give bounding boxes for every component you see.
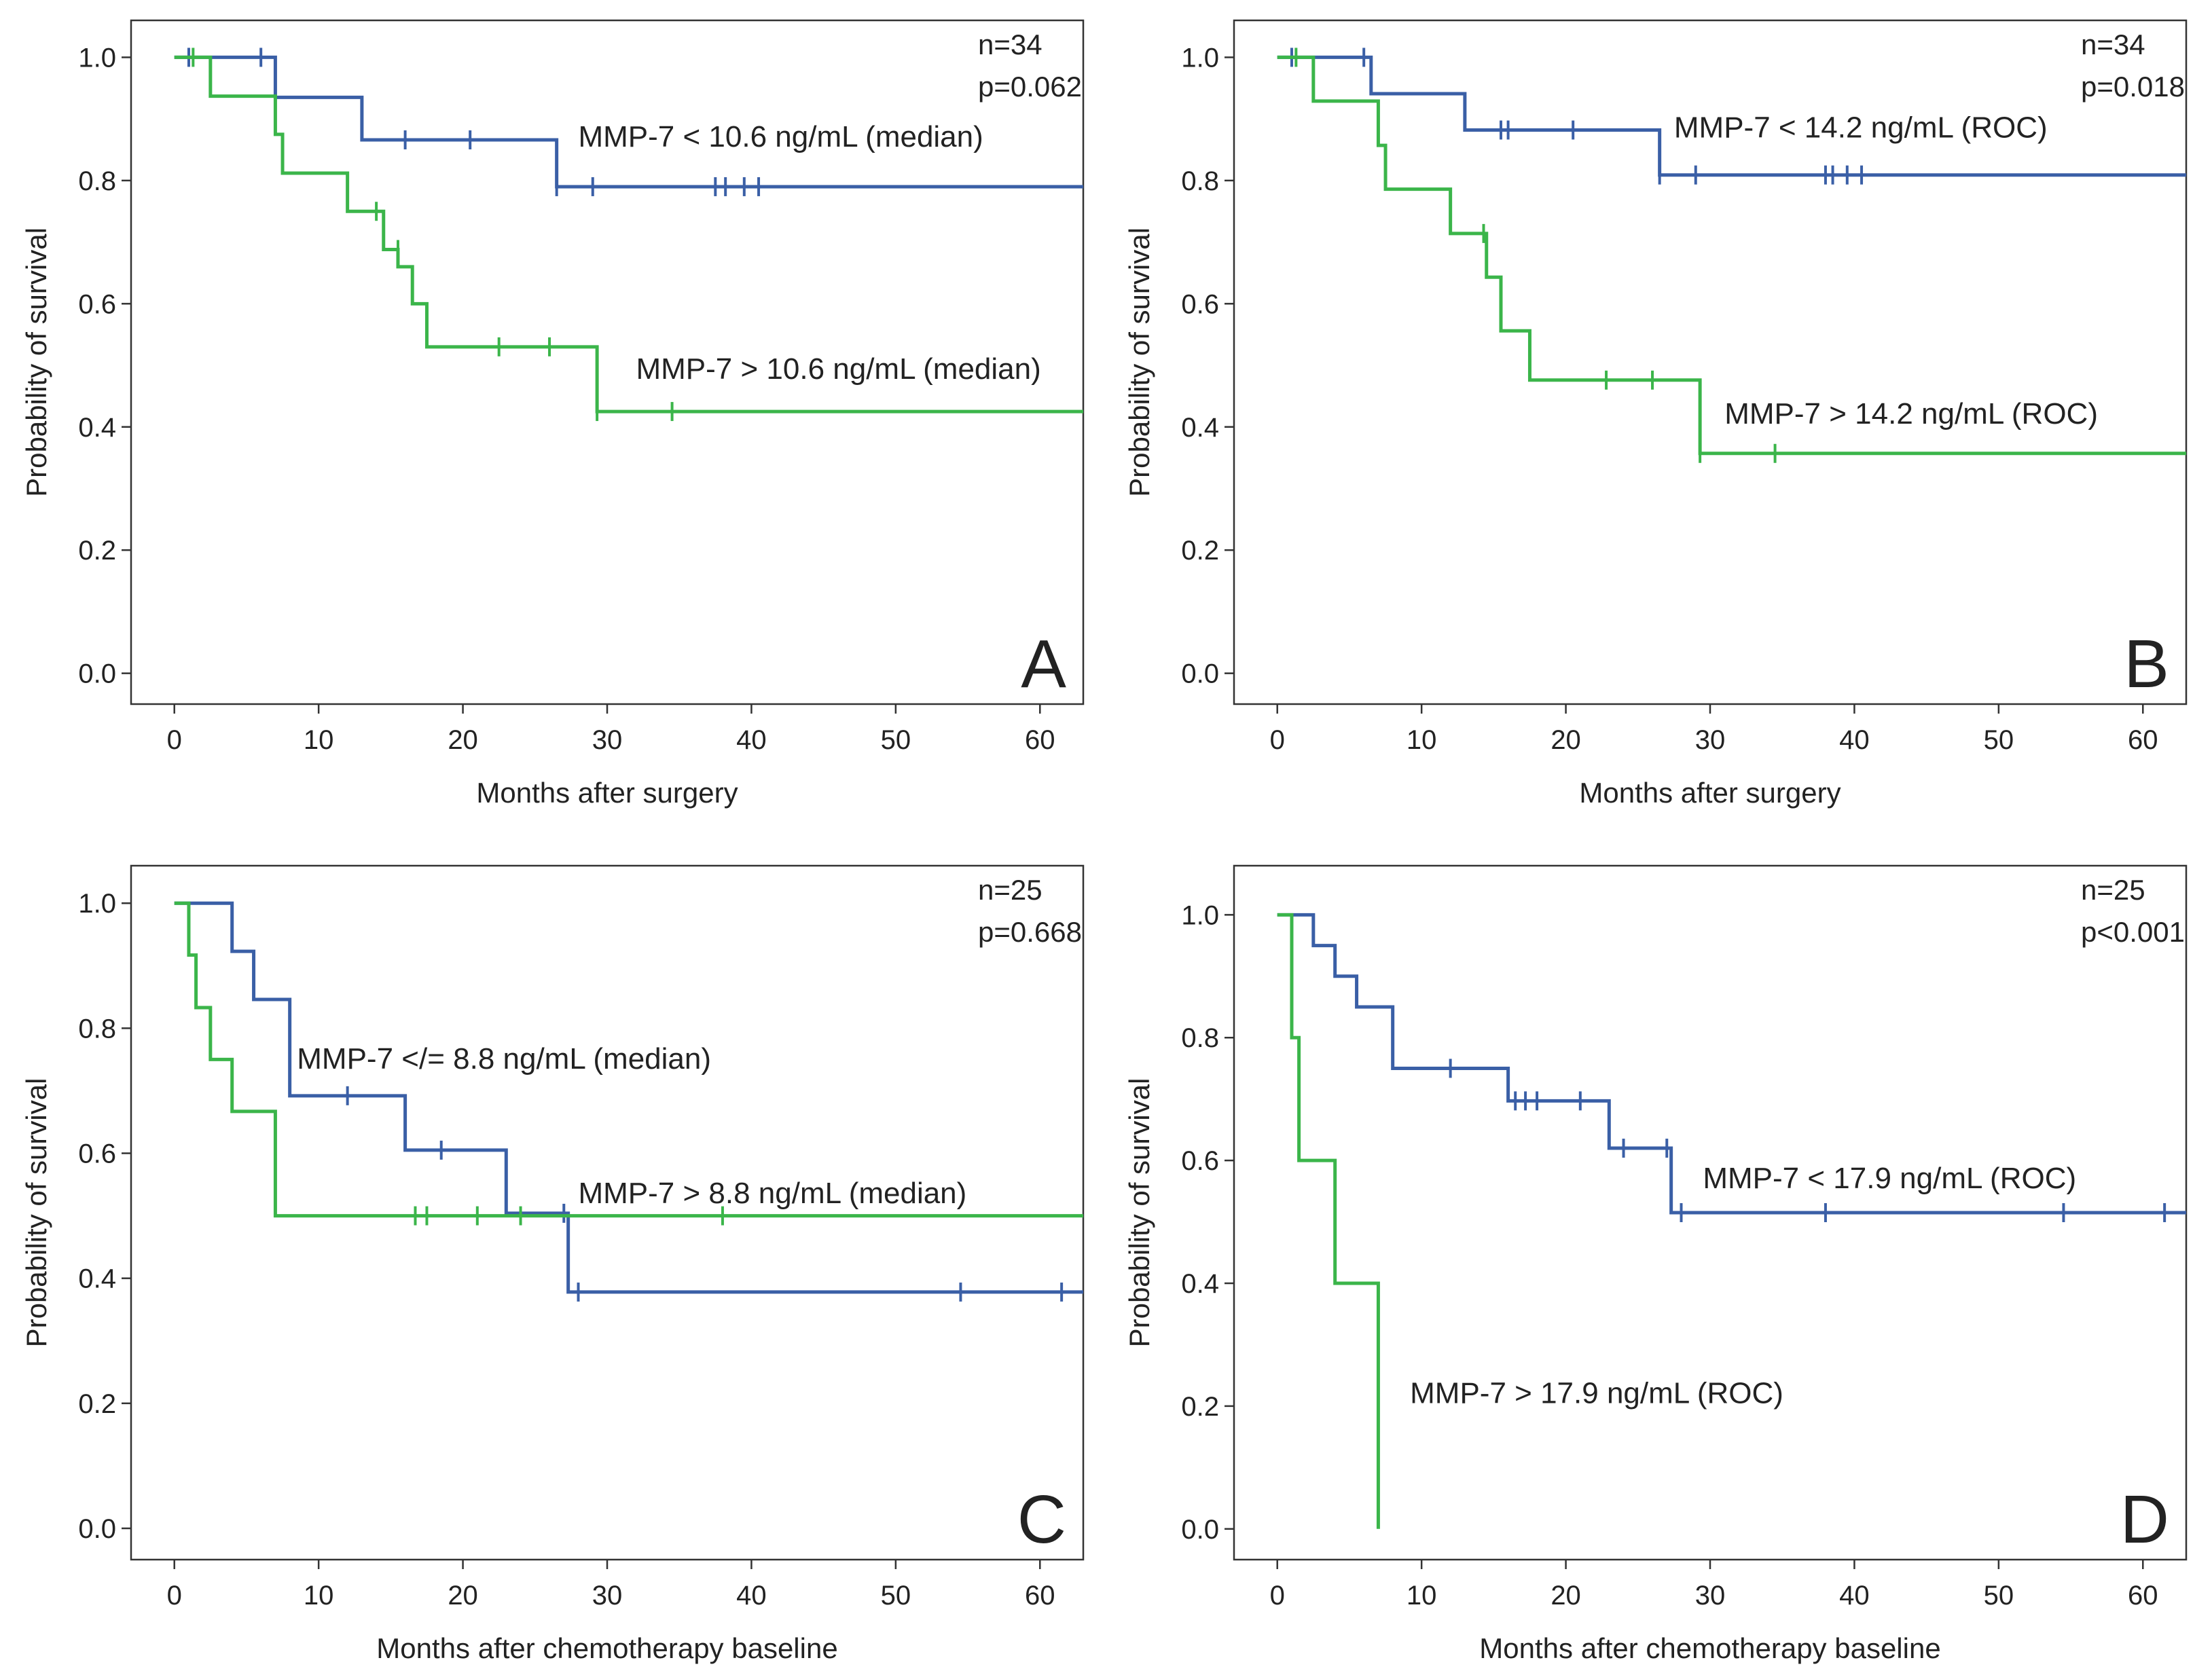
survival-curve bbox=[174, 901, 1083, 1294]
x-tick-label: 30 bbox=[592, 1581, 623, 1611]
panel-letter: A bbox=[1021, 626, 1066, 702]
series-blue bbox=[174, 901, 1083, 1302]
panel-letter: C bbox=[1017, 1482, 1066, 1558]
y-tick-label: 0.0 bbox=[78, 659, 116, 689]
panel-letter: B bbox=[2124, 626, 2169, 702]
stat-text: p=0.668 bbox=[978, 916, 1082, 948]
survival-curve bbox=[174, 901, 1083, 1218]
x-tick-label: 20 bbox=[448, 1581, 478, 1611]
x-tick-label: 40 bbox=[1839, 725, 1870, 755]
series-label: MMP-7 < 10.6 ng/mL (median) bbox=[579, 120, 983, 153]
y-tick-label: 0.2 bbox=[1181, 536, 1219, 566]
y-tick-label: 0.8 bbox=[1181, 166, 1219, 196]
x-tick-label: 60 bbox=[2128, 1581, 2158, 1611]
x-tick-label: 60 bbox=[2128, 725, 2158, 755]
y-tick-label: 1.0 bbox=[78, 889, 116, 919]
y-tick-label: 0.4 bbox=[78, 1264, 116, 1294]
y-tick-label: 0.2 bbox=[78, 1389, 116, 1419]
x-tick-label: 20 bbox=[1551, 725, 1581, 755]
series-label: MMP-7 > 10.6 ng/mL (median) bbox=[636, 352, 1040, 386]
series-blue bbox=[174, 48, 1083, 196]
survival-curve bbox=[1277, 913, 2186, 1215]
x-tick-label: 20 bbox=[448, 725, 478, 755]
x-tick-label: 0 bbox=[1270, 725, 1285, 755]
y-tick-label: 0.0 bbox=[1181, 659, 1219, 689]
series-label: MMP-7 > 17.9 ng/mL (ROC) bbox=[1410, 1376, 1783, 1410]
y-tick-label: 1.0 bbox=[78, 43, 116, 73]
series-label: MMP-7 > 14.2 ng/mL (ROC) bbox=[1724, 397, 2098, 430]
panel-c: 0.0 0.2 0.4 0.6 0.8 1.0 0 10 20 30 40 50 60 Months af… bbox=[20, 864, 1085, 1664]
x-tick-label: 30 bbox=[592, 725, 623, 755]
x-tick-label: 40 bbox=[736, 725, 767, 755]
series-label: MMP-7 < 14.2 ng/mL (ROC) bbox=[1674, 111, 2048, 144]
x-tick-label: 20 bbox=[1551, 1581, 1581, 1611]
series-green bbox=[1277, 48, 2186, 463]
series-green bbox=[1277, 913, 1380, 1529]
y-tick-label: 0.4 bbox=[78, 413, 116, 443]
x-tick-label: 30 bbox=[1695, 725, 1726, 755]
y-tick-label: 1.0 bbox=[1181, 900, 1219, 930]
x-axis-label: Months after chemotherapy baseline bbox=[376, 1632, 837, 1664]
stat-text: p=0.062 bbox=[978, 71, 1082, 103]
y-axis-label: Probability of survival bbox=[20, 227, 52, 497]
stat-text: n=34 bbox=[978, 29, 1042, 60]
y-tick-label: 0.8 bbox=[78, 1014, 116, 1044]
survival-curve bbox=[1277, 55, 2186, 456]
x-tick-label: 60 bbox=[1025, 1581, 1055, 1611]
x-tick-label: 10 bbox=[304, 725, 334, 755]
stat-text: p=0.018 bbox=[2081, 71, 2185, 103]
x-axis-label: Months after chemotherapy baseline bbox=[1479, 1632, 1940, 1664]
series-label: MMP-7 < 17.9 ng/mL (ROC) bbox=[1703, 1162, 2076, 1195]
x-tick-label: 10 bbox=[1407, 725, 1437, 755]
y-tick-label: 0.0 bbox=[1181, 1515, 1219, 1545]
x-tick-label: 60 bbox=[1025, 725, 1055, 755]
x-tick-label: 40 bbox=[1839, 1581, 1870, 1611]
y-tick-label: 0.6 bbox=[1181, 1146, 1219, 1176]
y-tick-label: 0.4 bbox=[1181, 1269, 1219, 1299]
stat-text: n=25 bbox=[2081, 874, 2145, 906]
y-tick-label: 0.2 bbox=[78, 536, 116, 566]
x-axis-label: Months after surgery bbox=[1579, 777, 1841, 809]
y-tick-label: 0.6 bbox=[78, 289, 116, 319]
series-blue bbox=[1277, 913, 2186, 1222]
y-tick-label: 0.4 bbox=[1181, 413, 1219, 443]
x-tick-label: 50 bbox=[881, 1581, 911, 1611]
panel-b: 0.0 0.2 0.4 0.6 0.8 1.0 0 10 20 30 40 50 60 Months af… bbox=[1123, 19, 2188, 809]
survival-curve bbox=[1277, 913, 1380, 1529]
x-tick-label: 30 bbox=[1695, 1581, 1726, 1611]
x-tick-label: 50 bbox=[881, 725, 911, 755]
x-tick-label: 50 bbox=[1984, 1581, 2014, 1611]
panel-d: 0.0 0.2 0.4 0.6 0.8 1.0 0 10 20 30 40 50 60 Months af… bbox=[1123, 864, 2188, 1664]
x-tick-label: 0 bbox=[1270, 1581, 1285, 1611]
x-tick-label: 0 bbox=[167, 1581, 182, 1611]
x-tick-label: 0 bbox=[167, 725, 182, 755]
series-green bbox=[174, 48, 1083, 422]
series-green bbox=[174, 901, 1083, 1226]
y-tick-label: 0.6 bbox=[78, 1139, 116, 1169]
survival-curve bbox=[174, 55, 1083, 413]
series-label: MMP-7 </= 8.8 ng/mL (median) bbox=[297, 1042, 711, 1076]
x-tick-label: 10 bbox=[304, 1581, 334, 1611]
series-label: MMP-7 > 8.8 ng/mL (median) bbox=[579, 1177, 967, 1210]
panel-a: 0.0 0.2 0.4 0.6 0.8 1.0 0 10 20 30 40 50 60 Months af… bbox=[20, 19, 1085, 809]
x-tick-label: 50 bbox=[1984, 725, 2014, 755]
y-tick-label: 0.0 bbox=[78, 1514, 116, 1544]
stat-text: n=34 bbox=[2081, 29, 2145, 60]
stat-text: n=25 bbox=[978, 874, 1042, 906]
y-tick-label: 0.8 bbox=[78, 166, 116, 196]
x-tick-label: 10 bbox=[1407, 1581, 1437, 1611]
y-axis-label: Probability of survival bbox=[1123, 227, 1155, 497]
y-tick-label: 1.0 bbox=[1181, 43, 1219, 73]
y-tick-label: 0.8 bbox=[1181, 1023, 1219, 1053]
y-tick-label: 0.2 bbox=[1181, 1392, 1219, 1422]
series-blue bbox=[1277, 48, 2186, 185]
panel-letter: D bbox=[2120, 1482, 2169, 1558]
y-axis-label: Probability of survival bbox=[20, 1078, 52, 1348]
x-tick-label: 40 bbox=[736, 1581, 767, 1611]
x-axis-label: Months after surgery bbox=[476, 777, 738, 809]
stat-text: p<0.001 bbox=[2081, 916, 2185, 948]
y-axis-label: Probability of survival bbox=[1123, 1078, 1155, 1348]
y-tick-label: 0.6 bbox=[1181, 289, 1219, 319]
